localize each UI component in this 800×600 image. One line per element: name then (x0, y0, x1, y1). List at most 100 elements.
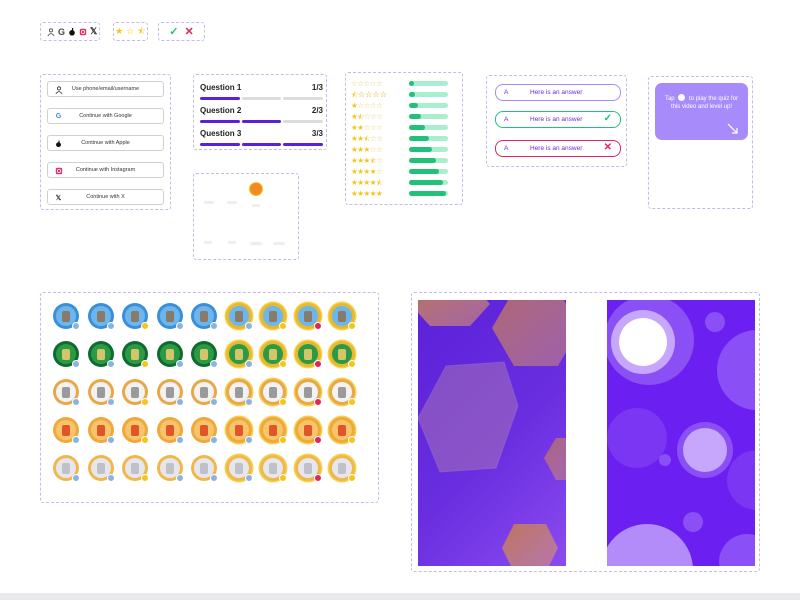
avatar-figure (234, 387, 243, 398)
avatar-badge[interactable] (225, 379, 253, 406)
avatar-figure (234, 349, 243, 360)
avatar-badge[interactable] (87, 303, 115, 330)
login-instagram-button[interactable]: Continue with Instagram (47, 162, 164, 178)
avatar-badge[interactable] (294, 417, 322, 444)
rating-bar-fill (409, 81, 414, 86)
avatar-figure (269, 463, 277, 474)
avatar-figure (62, 463, 70, 474)
status-badge (244, 398, 253, 406)
login-google-button[interactable]: G Continue with Google (47, 108, 164, 124)
circles-background-preview (607, 300, 755, 566)
login-apple-button[interactable]: Continue with Apple (47, 135, 164, 151)
avatar-badge[interactable] (191, 379, 218, 406)
avatar-badge[interactable] (191, 455, 218, 482)
question-count: 3/3 (311, 129, 323, 138)
answer-option-correct[interactable]: A Here is an answer ✓ (495, 111, 621, 128)
question-label: Question 3 (200, 129, 242, 138)
status-badge (72, 322, 80, 330)
bottom-divider (0, 593, 800, 600)
avatar-badge[interactable] (225, 417, 253, 444)
star-icons: ★☆☆☆☆ (351, 101, 383, 111)
avatar-badge[interactable] (53, 303, 80, 330)
login-x-button[interactable]: 𝕏 Continue with X (47, 189, 164, 205)
rating-row: ★☆☆☆☆ (351, 101, 459, 111)
avatar-badge[interactable] (87, 341, 115, 368)
tip-text-before: Tap (664, 96, 675, 102)
empty-star-icon: ☆ (369, 123, 377, 132)
avatar-badge[interactable] (191, 303, 218, 330)
avatar-badge[interactable] (329, 341, 356, 368)
avatar-badge[interactable] (225, 303, 253, 330)
avatar-image (297, 382, 318, 402)
avatar-badge[interactable] (225, 341, 253, 368)
avatar-badge[interactable] (294, 303, 322, 330)
login-phone-email-button[interactable]: Use phone/email/username (47, 81, 164, 97)
avatar-badge[interactable] (191, 341, 218, 368)
rating-row: ★★★★★ (351, 189, 459, 199)
avatar-figure (200, 463, 208, 474)
avatar-badge[interactable] (53, 379, 80, 406)
avatar-badge[interactable] (260, 341, 287, 368)
avatar-badge[interactable] (156, 455, 184, 482)
status-badge (313, 360, 322, 368)
avatar-badge[interactable] (260, 455, 287, 482)
avatar-badge[interactable] (156, 303, 184, 330)
avatar-badge[interactable] (329, 455, 356, 482)
button-label: Continue with Apple (81, 140, 130, 146)
instagram-icon (54, 166, 63, 175)
avatar-badge[interactable] (122, 341, 149, 368)
avatar-badge[interactable] (53, 455, 80, 482)
avatar-figure (165, 349, 174, 360)
avatar-badge[interactable] (53, 417, 80, 444)
avatar-figure (338, 387, 346, 398)
avatar-figure (200, 311, 208, 322)
star-icon: ★ (351, 112, 358, 121)
empty-star-icon: ☆ (375, 167, 383, 176)
avatar-badge[interactable] (156, 417, 184, 444)
avatar-image (228, 344, 249, 364)
answer-option-default[interactable]: A Here is an answer (495, 84, 621, 101)
avatar-badge[interactable] (122, 379, 149, 406)
avatar-badge[interactable] (329, 303, 356, 330)
half-star-icon: ⯪ (375, 178, 383, 187)
avatar-badge[interactable] (260, 379, 287, 406)
avatar-badge[interactable] (122, 455, 149, 482)
avatar-badge[interactable] (53, 341, 80, 368)
question-progress-panel: Question 1 1/3 Question 2 2/3 Question 3… (193, 74, 327, 150)
avatar-badge[interactable] (87, 379, 115, 406)
avatar-badge[interactable] (260, 417, 287, 444)
status-badge (106, 474, 115, 482)
avatar-figure (234, 425, 243, 436)
avatar-image (228, 458, 249, 478)
avatar-badge[interactable] (122, 417, 149, 444)
empty-star-icon: ☆ (369, 79, 377, 88)
status-badge (72, 474, 80, 482)
avatar-badge[interactable] (294, 379, 322, 406)
star-rating-distribution-panel: ☆☆☆☆☆ ⯪☆☆☆☆ ★☆☆☆☆ ★⯪☆☆☆ ★★☆☆☆ ★★⯪☆☆ ★★★☆☆ ★★★⯪☆… (345, 72, 463, 205)
background-previews-panel (411, 292, 760, 572)
avatar-figure (200, 387, 208, 398)
avatar-badge[interactable] (329, 417, 356, 444)
answer-option-wrong[interactable]: A Here is an answer ✕ (495, 140, 621, 157)
avatar-badge[interactable] (225, 455, 253, 482)
avatar-badge[interactable] (191, 417, 218, 444)
avatar-badge[interactable] (294, 455, 322, 482)
hexagon-pattern (418, 300, 566, 566)
avatar-badge[interactable] (87, 455, 115, 482)
avatar-badge[interactable] (329, 379, 356, 406)
avatar-badge[interactable] (87, 417, 115, 444)
avatar-image (194, 420, 214, 440)
avatar-image (159, 382, 180, 402)
avatar-badge[interactable] (156, 379, 184, 406)
avatar-image (56, 420, 76, 440)
avatar-badge[interactable] (294, 341, 322, 368)
avatar-badge[interactable] (122, 303, 149, 330)
avatar-badge[interactable] (156, 341, 184, 368)
star-icon: ★ (351, 189, 358, 198)
status-badge (210, 360, 218, 368)
apple-icon (68, 27, 76, 36)
quiz-tip-bubble[interactable]: Tap to play the quiz for this video and … (655, 83, 748, 140)
avatar-image (159, 344, 180, 364)
avatar-badge[interactable] (260, 303, 287, 330)
star-icon: ★ (375, 189, 383, 198)
